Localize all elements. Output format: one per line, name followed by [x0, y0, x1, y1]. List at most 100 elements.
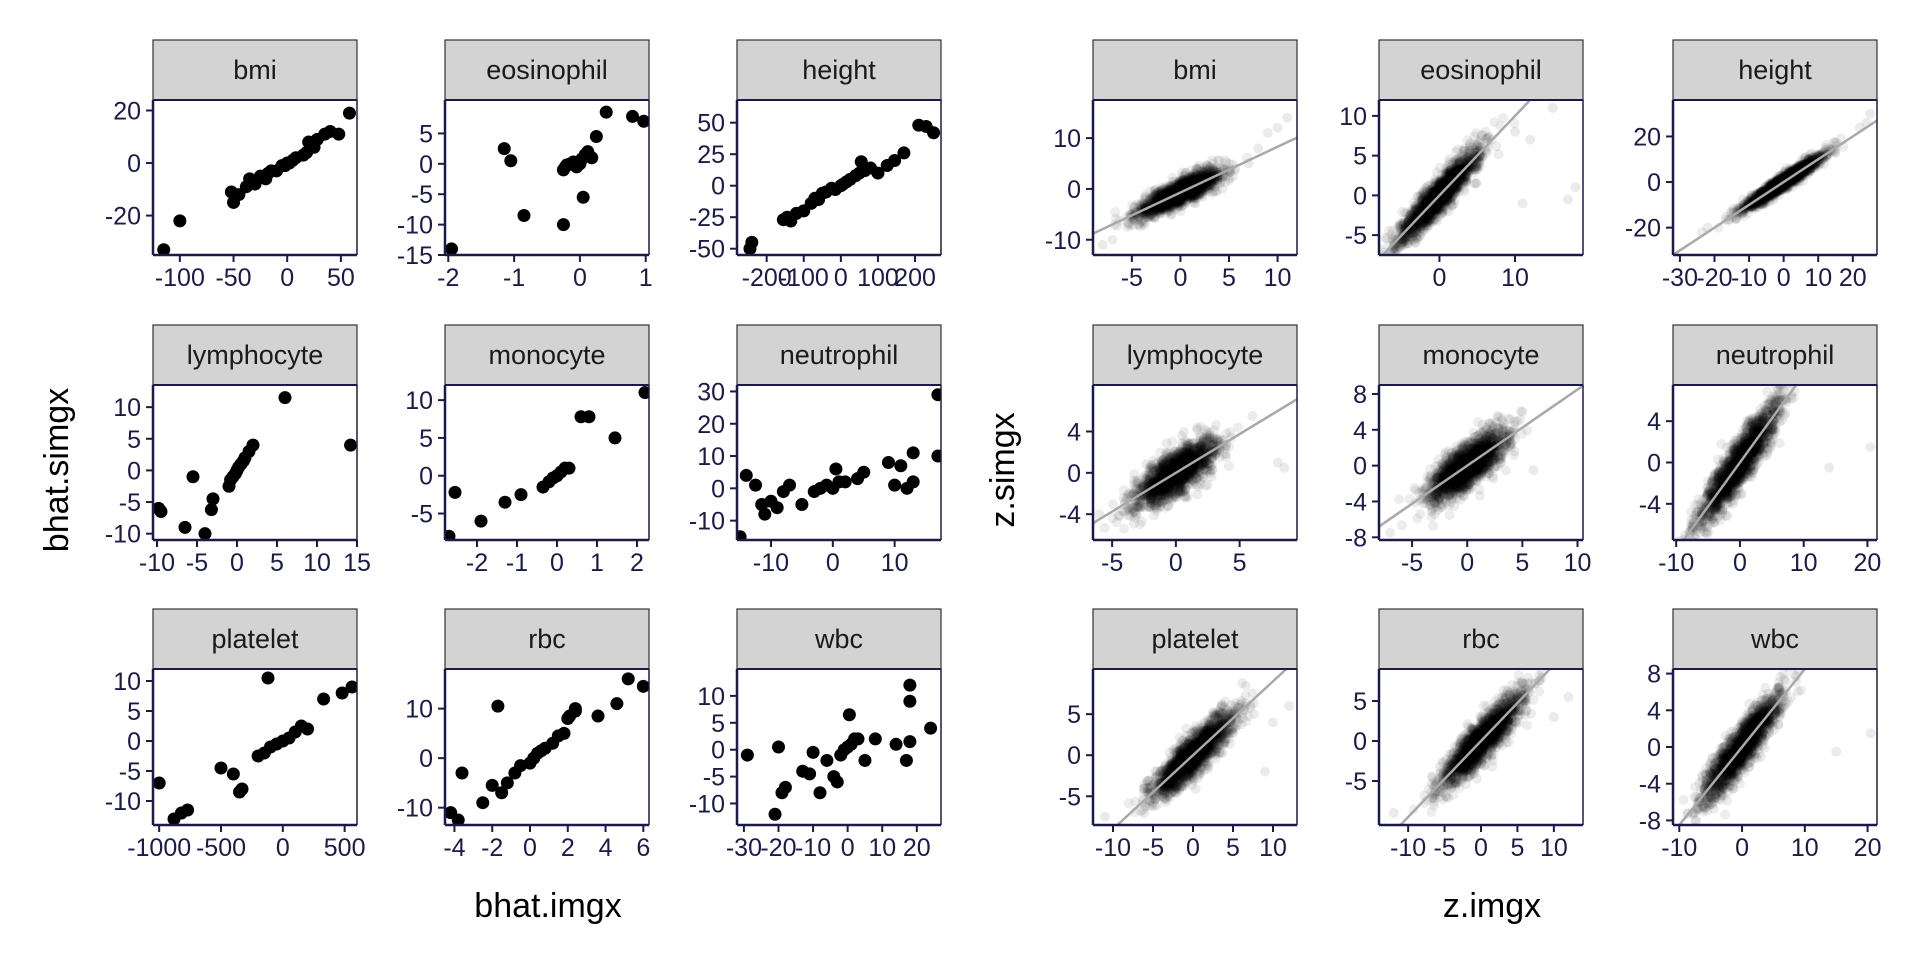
data-point: [1196, 170, 1207, 181]
x-tick-label: 500: [324, 834, 366, 862]
data-point: [1181, 178, 1192, 189]
data-point: [1451, 175, 1462, 186]
data-point: [1182, 194, 1193, 205]
data-point: [1144, 194, 1155, 205]
data-point: [1192, 171, 1203, 182]
data-point: [1184, 190, 1195, 201]
data-point: [1448, 166, 1459, 177]
data-point: [1187, 171, 1198, 182]
data-point: [1197, 188, 1208, 199]
data-point: [1203, 163, 1214, 174]
data-point: [1178, 195, 1189, 206]
data-point: [1158, 203, 1169, 214]
data-point: [1429, 193, 1440, 204]
data-point: [1170, 184, 1181, 195]
data-point: [1453, 178, 1464, 189]
data-point: [1170, 196, 1181, 207]
data-point: [1435, 182, 1446, 193]
data-point: [1445, 187, 1456, 198]
data-point: [1162, 188, 1173, 199]
data-point: [1148, 191, 1159, 202]
data-point: [1426, 206, 1437, 217]
data-point: [1178, 175, 1189, 186]
data-point: [1165, 198, 1176, 209]
data-point: [1439, 187, 1450, 198]
data-point: [1424, 180, 1435, 191]
data-point: [1436, 176, 1447, 187]
data-point: [1164, 197, 1175, 208]
data-point: [1155, 204, 1166, 215]
data-point: [1150, 204, 1161, 215]
data-point: [1166, 182, 1177, 193]
data-point: [1177, 175, 1188, 186]
data-point: [504, 154, 518, 168]
y-tick-label: 0: [127, 150, 141, 178]
data-point: [198, 527, 212, 540]
data-point: [1173, 180, 1184, 191]
data-point: [903, 735, 917, 749]
data-point: [1421, 210, 1432, 221]
data-point: [1187, 190, 1198, 201]
data-point: [1444, 170, 1455, 181]
data-point: [1184, 191, 1195, 202]
data-point: [1186, 192, 1197, 203]
data-point: [1171, 196, 1182, 207]
data-point: [1456, 164, 1467, 175]
data-point: [1454, 167, 1465, 178]
data-point: [1150, 185, 1161, 196]
data-point: [1414, 201, 1425, 212]
data-point: [1451, 179, 1462, 190]
x-tick-label: 10: [1501, 264, 1529, 292]
data-point: [1178, 194, 1189, 205]
data-point: [1458, 183, 1469, 194]
data-point: [1452, 154, 1463, 165]
data-point: [1211, 185, 1222, 196]
data-point: [1174, 193, 1185, 204]
data-point: [1416, 223, 1427, 234]
data-point: [1453, 158, 1464, 169]
data-point: [1212, 155, 1223, 166]
data-point: [1138, 198, 1149, 209]
data-point: [1197, 191, 1208, 202]
data-point: [301, 722, 315, 736]
data-point: [1436, 178, 1447, 189]
y-tick-label: 20: [697, 411, 725, 439]
data-point: [1155, 207, 1166, 218]
data-point: [1140, 192, 1151, 203]
data-point: [1170, 179, 1181, 190]
data-point: [1189, 190, 1200, 201]
data-point: [1449, 167, 1460, 178]
facet-strip-label: neutrophil: [780, 340, 899, 370]
data-point: [1162, 199, 1173, 210]
data-point: [1420, 215, 1431, 226]
data-point: [888, 153, 902, 167]
data-point: [1464, 141, 1475, 152]
data-point: [1431, 196, 1442, 207]
data-point: [1441, 186, 1452, 197]
data-point: [1444, 187, 1455, 198]
x-tick-label: -1000: [127, 834, 191, 862]
data-point: [1396, 223, 1407, 234]
data-point: [1199, 182, 1210, 193]
data-point: [1452, 163, 1463, 174]
data-point: [1178, 191, 1189, 202]
data-point: [842, 708, 856, 722]
data-point: [1424, 184, 1435, 195]
data-point: [1403, 225, 1414, 236]
data-point: [1429, 188, 1440, 199]
data-point: [1152, 191, 1163, 202]
data-point: [1399, 219, 1410, 230]
data-point: [1431, 184, 1442, 195]
data-point: [1432, 189, 1443, 200]
data-point: [1171, 198, 1182, 209]
data-point: [1163, 202, 1174, 213]
data-point: [1166, 197, 1177, 208]
data-point: [1185, 189, 1196, 200]
data-point: [1475, 150, 1486, 161]
data-point: [345, 680, 357, 694]
data-point: [1154, 190, 1165, 201]
x-tick-label: 20: [903, 834, 931, 862]
data-point: [626, 109, 640, 123]
data-point: [1175, 180, 1186, 191]
data-point: [451, 813, 465, 825]
